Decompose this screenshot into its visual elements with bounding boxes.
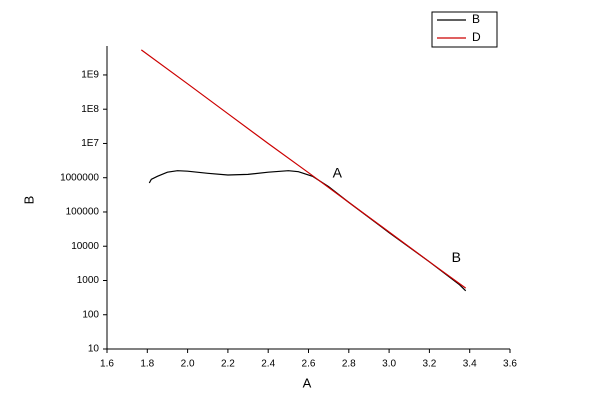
x-tick-label: 2.4 (261, 359, 275, 370)
x-tick-label: 1.8 (140, 359, 154, 370)
x-tick-label: 2.2 (221, 359, 235, 370)
x-tick-label: 3.2 (422, 359, 436, 370)
x-tick-label: 2.6 (302, 359, 316, 370)
y-axis-label: B (21, 196, 36, 205)
y-tick-label: 100000 (66, 207, 100, 218)
y-tick-label: 1E8 (81, 104, 99, 115)
x-tick-label: 3.0 (382, 359, 396, 370)
x-tick-label: 3.4 (463, 359, 477, 370)
y-tick-label: 1E9 (81, 70, 99, 81)
y-tick-label: 1000 (77, 275, 100, 286)
x-tick-label: 2.8 (342, 359, 356, 370)
x-tick-label: 1.6 (100, 359, 114, 370)
annotation: B (452, 249, 461, 265)
legend-box (431, 11, 498, 48)
y-tick-label: 100 (82, 309, 99, 320)
x-tick-label: 2.0 (181, 359, 195, 370)
y-tick-label: 1000000 (60, 172, 99, 183)
legend-label: D (472, 30, 481, 44)
y-tick-label: 1E7 (81, 138, 99, 149)
x-tick-label: 3.6 (503, 359, 517, 370)
legend-label: B (472, 12, 480, 26)
series-line (140, 49, 467, 289)
annotation: A (333, 165, 343, 181)
y-tick-label: 10000 (71, 241, 99, 252)
x-axis-label: A (303, 375, 312, 390)
y-tick-label: 10 (88, 344, 100, 355)
